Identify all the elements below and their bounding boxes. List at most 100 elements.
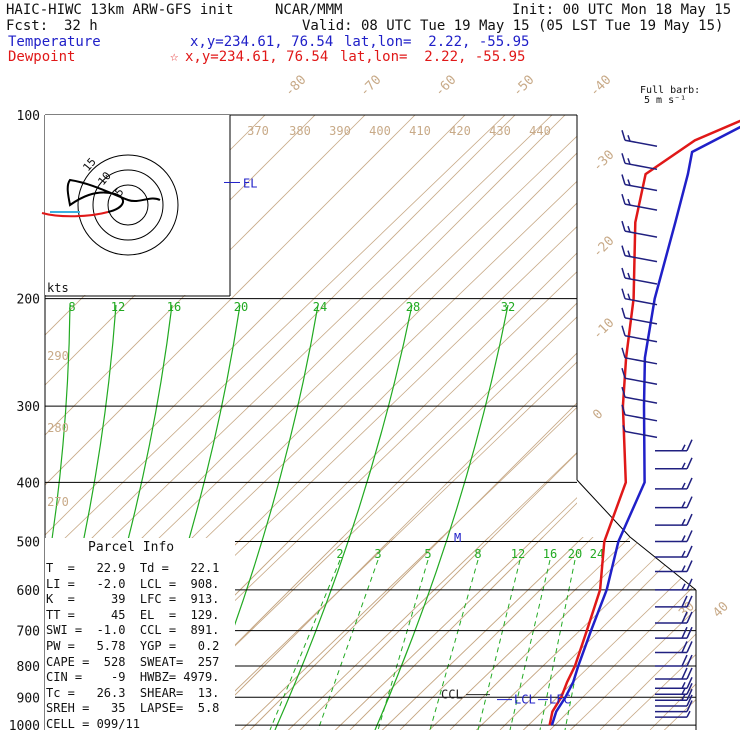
theta-tick-label: 290 [47,349,69,363]
wind-barb-flag [686,578,693,591]
wind-barb-flag [686,513,693,526]
wind-barb [655,457,693,470]
wind-barb [655,545,693,558]
mixing-ratio-label: 12 [511,547,525,561]
isotherm-line [423,537,669,730]
theta-tick-label: 380 [289,124,311,138]
mixing-ratio-label: 20 [568,547,582,561]
mixing-ratio-label: 3 [374,547,381,561]
dry-adiabat-line [499,537,696,730]
temperature-tick-label: -50 [510,73,537,100]
pressure-tick-label: 1000 [9,719,40,734]
parcel-info-row: K = 39 LFC = 913. [46,592,220,607]
mixing-ratio-line [274,304,413,730]
wind-barb-flag [686,676,693,689]
wind-barb [655,688,693,701]
wind-barb-shaft [624,430,658,439]
mixing-ratio-dashed-line [269,559,341,730]
temperature-latlon: lat,lon= 2.22, -55.95 [344,34,530,50]
pressure-tick-label: 800 [17,660,40,675]
theta-tick-label: 420 [449,124,471,138]
mixing-ratio-dashed-line [539,559,576,730]
isotherm-line [329,537,575,730]
wind-barb-shaft [624,139,658,147]
temperature-profile [550,125,740,726]
valid-time: Valid: 08 UTC Tue 19 May 15 (05 LST Tue … [302,18,724,34]
wind-barb-flag [686,496,693,508]
isotherm-line [45,115,506,558]
mixing-ratio-label: 20 [234,300,248,314]
dry-adiabat-line [650,110,740,730]
wind-barb-flag [686,641,693,653]
parcel-info-row: Tc = 26.3 SHEAR= 13. [46,685,220,700]
hodograph-trace-upper [66,178,161,213]
isotherm-line [564,537,696,730]
mixing-ratio-label: 5 [424,547,431,561]
wind-barb-flag [686,667,693,680]
hodograph-ring [77,154,179,256]
parcel-info-row: T = 22.9 Td = 22.1 [46,561,220,575]
pressure-tick-label: 100 [17,109,40,124]
temperature-tick-label: -60 [432,73,459,100]
wind-barb-shaft [624,357,658,365]
wind-barb-flag [686,457,693,470]
wind-barb [655,496,693,509]
temperature-tick-label: -80 [282,73,309,100]
parcel-info-background [45,538,235,730]
wind-barb-shaft [624,183,658,192]
parcel-info-row: PW = 5.78 YGP = 0.2 [46,639,220,653]
wind-barb-flag [681,667,688,680]
wind-barb [655,595,693,608]
isotherm-line [334,497,577,730]
isotherm-line [517,537,696,730]
temperature-tick-label: -10 [590,316,617,343]
parcel-info-row: CELL = 099/11 [46,717,140,731]
wind-barb [655,694,693,707]
wind-barb-half [681,687,686,695]
temperature-tick-label: 30 [676,599,698,621]
isotherm-line [522,677,577,730]
wind-barb-flag [686,595,693,608]
wind-barb-flag [681,654,688,667]
wind-barb [621,193,658,211]
pressure-tick-label: 900 [17,691,40,706]
wind-barb-half [627,272,631,280]
pressure-tick-label: 300 [17,400,40,415]
wind-barb-shaft [624,414,658,422]
wind-barb [621,404,658,422]
wind-barb-shaft [624,162,658,171]
mixing-ratio-label: 16 [167,300,181,314]
mixing-ratio-line [45,304,71,589]
model-title: HAIC-HIWC 13km ARW-GFS init [6,2,234,18]
dewpoint-latlon: lat,lon= 2.22, -55.95 [340,49,526,65]
wind-barb [655,676,693,690]
wind-barb [655,477,693,490]
temperature-tick-label: -40 [587,73,614,100]
wind-barb-half [681,462,686,470]
isotherm-line [45,115,553,604]
wind-barb-flag [621,367,626,379]
temperature-tick-label: 40 [710,599,732,621]
wind-barb [655,682,693,696]
wind-barb [655,439,693,452]
dry-adiabat-line [149,537,696,730]
wind-barb [655,611,693,624]
dewpoint-xy: x,y=234.61, 76.54 [185,49,329,65]
theta-tick-label: 430 [489,124,511,138]
wind-barb-half [627,250,631,257]
barb-legend-unit: 5 m s⁻¹ [644,95,687,106]
mixing-ratio-dashed-line [477,559,521,730]
wind-barb-flag [621,174,626,185]
mixing-ratio-label: 24 [313,300,327,314]
level-markers: EL M CCL LCL LFC [224,176,571,707]
dry-adiabat-line [449,537,696,730]
pressure-tick-label: 200 [17,293,40,308]
mixing-ratio-label: 24 [590,547,604,561]
profiles [548,119,740,726]
wind-barb-half [627,225,631,233]
parcel-info-title: Parcel Info [88,540,175,555]
wind-barb-half [681,565,686,572]
wind-barb-flag [686,626,693,639]
hodograph-ring [107,184,149,226]
